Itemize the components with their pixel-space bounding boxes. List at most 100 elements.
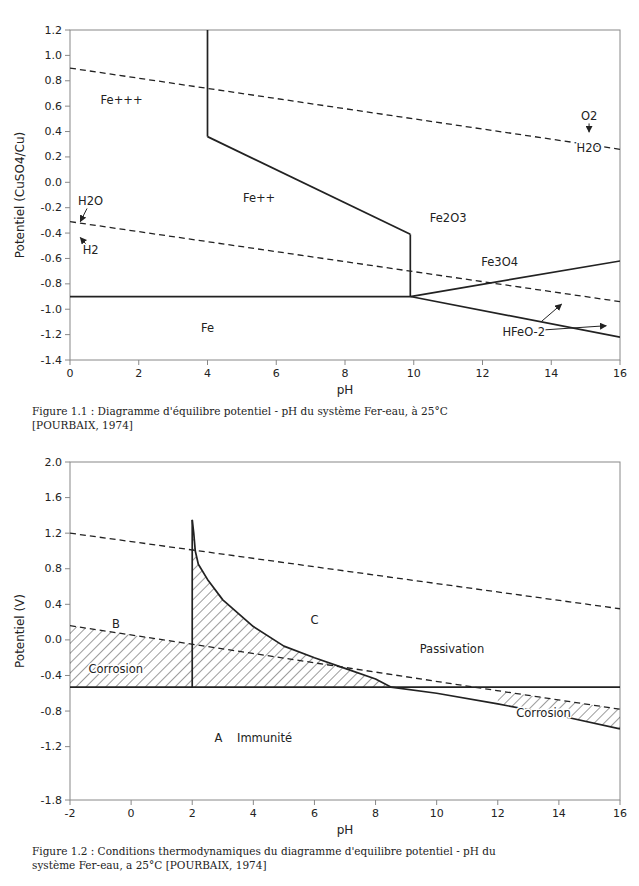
y-axis-label: Potentiel (CuSO4/Cu) [13, 132, 27, 259]
x-tick-label: 10 [407, 367, 421, 380]
annotations: Fe+++Fe++Fe2O3Fe3O4FeHFeO-2H2OH2O2H2O [78, 93, 606, 339]
boundary-line [191, 520, 193, 687]
x-tick-label: 6 [273, 367, 280, 380]
y-tick [65, 604, 70, 605]
boundary-line [192, 520, 391, 687]
hatched-zone [498, 691, 620, 729]
y-tick-label: -0.2 [41, 201, 62, 214]
region-label: HFeO-2 [502, 325, 545, 339]
x-tick-label: 14 [544, 367, 558, 380]
region-label: O2 [581, 109, 597, 123]
x-tick-label: 16 [613, 807, 627, 820]
x-tick [620, 800, 621, 805]
x-tick-label: -2 [65, 807, 76, 820]
caption-line: [POURBAIX, 1974] [32, 419, 133, 431]
region-label: H2O [78, 194, 103, 208]
x-tick-label: 2 [135, 367, 142, 380]
x-tick-label: 0 [128, 807, 135, 820]
x-axis-label: pH [337, 823, 354, 837]
region-label: H2O [577, 141, 602, 155]
x-tick [345, 360, 346, 365]
boundary-line [208, 137, 411, 235]
boundary-line [70, 686, 620, 688]
axes: -20246810121416-1.8-1.2-0.8-0.40.00.40.8… [41, 456, 627, 821]
x-tick-label: 16 [613, 367, 627, 380]
x-tick [413, 360, 414, 365]
x-tick [482, 360, 483, 365]
region-label: Fe+++ [101, 93, 143, 107]
caption-line: Figure 1.1 : Diagramme d'équilibre poten… [32, 405, 448, 417]
x-tick-label: 14 [552, 807, 566, 820]
y-tick-label: 0.4 [45, 125, 63, 138]
boundary-line [409, 234, 411, 296]
x-tick-label: 4 [250, 807, 257, 820]
x-tick [497, 800, 498, 805]
region-label: Corrosion [516, 706, 571, 720]
region-label: Passivation [420, 642, 485, 656]
dashed-line [70, 222, 620, 302]
y-tick [65, 156, 70, 157]
y-tick-label: -1.0 [41, 303, 62, 316]
plot-area [70, 520, 620, 729]
y-tick [65, 207, 70, 208]
y-tick [65, 55, 70, 56]
y-tick [65, 131, 70, 132]
y-tick-label: 2.0 [45, 456, 63, 469]
y-tick-label: -1.2 [41, 740, 62, 753]
y-tick-label: 0.6 [45, 100, 63, 113]
x-tick [131, 800, 132, 805]
y-tick-label: -0.8 [41, 705, 62, 718]
boundary-line [207, 30, 209, 137]
y-tick [65, 283, 70, 284]
x-tick [70, 800, 71, 805]
annotations: BCPassivationCorrosionA ImmunitéCorrosio… [89, 613, 571, 744]
y-tick [65, 497, 70, 498]
chart-panel: 0246810121416-1.4-1.2-1.0-0.8-0.6-0.4-0.… [13, 24, 627, 432]
region-label: Fe [201, 321, 214, 335]
annotation-arrow [545, 326, 607, 330]
y-tick-label: -1.4 [41, 354, 62, 367]
y-tick [65, 258, 70, 259]
y-tick-label: 1.0 [45, 49, 63, 62]
x-tick [70, 360, 71, 365]
y-tick-label: 0.2 [45, 150, 63, 163]
caption-line: Figure 1.2 : Conditions thermodynamiques… [32, 845, 496, 857]
plot-area [70, 30, 620, 337]
boundary-line [70, 296, 410, 298]
y-tick-label: 1.2 [45, 24, 63, 37]
y-tick [65, 106, 70, 107]
y-tick [65, 309, 70, 310]
dashed-line [70, 533, 620, 609]
x-tick-label: 6 [311, 807, 318, 820]
x-tick-label: 2 [189, 807, 196, 820]
x-tick [620, 360, 621, 365]
x-tick-label: 4 [204, 367, 211, 380]
y-tick [65, 360, 70, 361]
x-tick-label: 12 [491, 807, 505, 820]
y-tick [65, 462, 70, 463]
x-tick-label: 10 [430, 807, 444, 820]
y-tick-label: 1.6 [45, 491, 63, 504]
plot-frame [70, 30, 620, 360]
plot-frame [70, 462, 620, 800]
region-label: Fe++ [243, 191, 275, 205]
x-tick-label: 0 [67, 367, 74, 380]
x-tick-label: 8 [342, 367, 349, 380]
y-tick [65, 746, 70, 747]
y-tick [65, 800, 70, 801]
y-tick [65, 334, 70, 335]
annotation-arrow [80, 208, 87, 221]
y-tick-label: -0.4 [41, 669, 62, 682]
y-tick [65, 675, 70, 676]
y-tick-label: 0.0 [45, 176, 63, 189]
dashed-line [70, 68, 620, 149]
y-tick-label: 1.2 [45, 527, 63, 540]
region-label: A Immunité [215, 731, 293, 745]
caption: Figure 1.1 : Diagramme d'équilibre poten… [32, 405, 448, 431]
y-tick-label: 0.4 [45, 598, 63, 611]
x-tick [253, 800, 254, 805]
y-tick-label: 0.8 [45, 74, 63, 87]
x-axis-label: pH [337, 383, 354, 397]
x-tick [138, 360, 139, 365]
y-tick-label: 0.8 [45, 562, 63, 575]
